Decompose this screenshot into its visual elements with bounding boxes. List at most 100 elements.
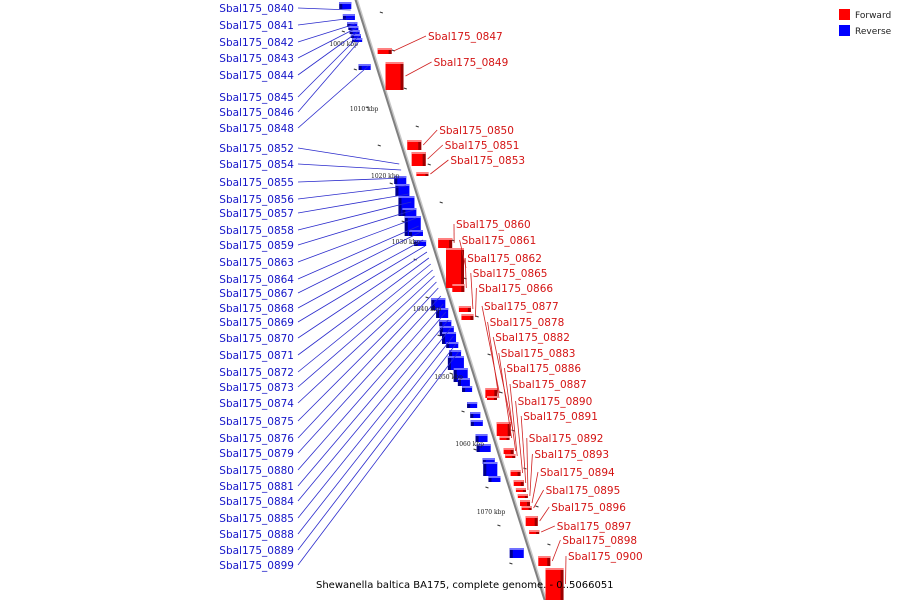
- reverse-gene-label[interactable]: Sbal175_0841: [219, 20, 294, 32]
- reverse-gene-label[interactable]: Sbal175_0868: [219, 303, 294, 315]
- reverse-gene-feature[interactable]: [482, 458, 495, 464]
- forward-gene-label[interactable]: Sbal175_0860: [456, 219, 531, 231]
- reverse-gene-feature[interactable]: [394, 176, 407, 184]
- reverse-gene-feature[interactable]: [488, 476, 501, 482]
- reverse-gene-label[interactable]: Sbal175_0876: [219, 433, 294, 445]
- forward-gene-feature[interactable]: [521, 506, 532, 510]
- forward-gene-label[interactable]: Sbal175_0882: [495, 332, 570, 344]
- reverse-gene-label[interactable]: Sbal175_0844: [219, 70, 294, 82]
- reverse-gene-label[interactable]: Sbal175_0840: [219, 3, 294, 15]
- forward-gene-label[interactable]: Sbal175_0862: [467, 253, 542, 265]
- forward-gene-feature[interactable]: [505, 454, 516, 458]
- reverse-gene-label[interactable]: Sbal175_0880: [219, 465, 294, 477]
- reverse-gene-feature[interactable]: [509, 548, 524, 558]
- reverse-gene-label[interactable]: Sbal175_0855: [219, 177, 294, 189]
- reverse-gene-feature[interactable]: [414, 240, 427, 246]
- forward-gene-label[interactable]: Sbal175_0897: [557, 521, 632, 533]
- reverse-gene-feature[interactable]: [402, 208, 417, 216]
- forward-gene-label[interactable]: Sbal175_0866: [478, 283, 553, 295]
- forward-gene-feature[interactable]: [525, 516, 538, 526]
- reverse-gene-feature[interactable]: [436, 308, 449, 318]
- reverse-gene-feature[interactable]: [439, 320, 452, 326]
- reverse-gene-label[interactable]: Sbal175_0869: [219, 317, 294, 329]
- reverse-gene-feature[interactable]: [348, 26, 359, 30]
- reverse-gene-label[interactable]: Sbal175_0857: [219, 208, 294, 220]
- reverse-gene-feature[interactable]: [447, 356, 464, 370]
- reverse-gene-label[interactable]: Sbal175_0888: [219, 529, 294, 541]
- forward-gene-label[interactable]: Sbal175_0887: [512, 379, 587, 391]
- reverse-gene-feature[interactable]: [467, 402, 478, 408]
- reverse-gene-feature[interactable]: [339, 2, 352, 9]
- reverse-gene-feature[interactable]: [352, 38, 363, 42]
- forward-gene-feature[interactable]: [416, 172, 429, 176]
- forward-gene-feature[interactable]: [385, 62, 404, 90]
- reverse-gene-label[interactable]: Sbal175_0848: [219, 123, 294, 135]
- forward-gene-feature[interactable]: [458, 306, 471, 312]
- reverse-gene-feature[interactable]: [446, 342, 459, 348]
- reverse-gene-label[interactable]: Sbal175_0843: [219, 53, 294, 65]
- forward-gene-label[interactable]: Sbal175_0892: [529, 433, 604, 445]
- reverse-gene-label[interactable]: Sbal175_0867: [219, 288, 294, 300]
- reverse-gene-feature[interactable]: [349, 30, 360, 34]
- reverse-gene-label[interactable]: Sbal175_0884: [219, 496, 294, 508]
- reverse-gene-feature[interactable]: [449, 350, 462, 358]
- reverse-gene-label[interactable]: Sbal175_0863: [219, 257, 294, 269]
- forward-gene-feature[interactable]: [486, 396, 497, 400]
- reverse-gene-feature[interactable]: [457, 378, 470, 386]
- forward-gene-feature[interactable]: [461, 314, 474, 320]
- forward-gene-feature[interactable]: [529, 530, 540, 534]
- reverse-gene-label[interactable]: Sbal175_0870: [219, 333, 294, 345]
- forward-gene-label[interactable]: Sbal175_0850: [439, 125, 514, 137]
- forward-gene-feature[interactable]: [407, 140, 422, 150]
- forward-gene-feature[interactable]: [499, 436, 510, 440]
- forward-gene-feature[interactable]: [520, 500, 531, 506]
- forward-gene-label[interactable]: Sbal175_0851: [445, 140, 520, 152]
- forward-gene-feature[interactable]: [545, 568, 564, 600]
- forward-gene-label[interactable]: Sbal175_0900: [568, 551, 643, 563]
- reverse-gene-feature[interactable]: [408, 230, 423, 236]
- reverse-gene-feature[interactable]: [358, 64, 371, 70]
- reverse-gene-label[interactable]: Sbal175_0899: [219, 560, 294, 572]
- forward-gene-feature[interactable]: [510, 470, 521, 476]
- forward-gene-feature[interactable]: [445, 248, 464, 288]
- forward-gene-label[interactable]: Sbal175_0886: [506, 363, 581, 375]
- reverse-gene-feature[interactable]: [462, 386, 473, 392]
- reverse-gene-feature[interactable]: [439, 326, 454, 336]
- reverse-gene-label[interactable]: Sbal175_0859: [219, 240, 294, 252]
- forward-gene-label[interactable]: Sbal175_0847: [428, 31, 503, 43]
- forward-gene-feature[interactable]: [377, 48, 392, 54]
- reverse-gene-label[interactable]: Sbal175_0879: [219, 448, 294, 460]
- reverse-gene-label[interactable]: Sbal175_0885: [219, 513, 294, 525]
- forward-gene-feature[interactable]: [411, 152, 426, 166]
- reverse-gene-label[interactable]: Sbal175_0854: [219, 159, 294, 171]
- forward-gene-label[interactable]: Sbal175_0895: [546, 485, 621, 497]
- forward-gene-feature[interactable]: [485, 388, 498, 398]
- forward-gene-label[interactable]: Sbal175_0861: [462, 235, 537, 247]
- forward-gene-label[interactable]: Sbal175_0877: [484, 301, 559, 313]
- forward-gene-feature[interactable]: [503, 448, 514, 454]
- reverse-gene-label[interactable]: Sbal175_0875: [219, 416, 294, 428]
- forward-gene-feature[interactable]: [513, 480, 524, 486]
- forward-gene-feature[interactable]: [438, 238, 453, 248]
- forward-gene-label[interactable]: Sbal175_0898: [562, 535, 637, 547]
- reverse-gene-label[interactable]: Sbal175_0881: [219, 481, 294, 493]
- reverse-gene-feature[interactable]: [483, 462, 498, 476]
- forward-gene-label[interactable]: Sbal175_0849: [434, 57, 509, 69]
- reverse-gene-label[interactable]: Sbal175_0858: [219, 225, 294, 237]
- reverse-gene-label[interactable]: Sbal175_0842: [219, 37, 294, 49]
- forward-gene-label[interactable]: Sbal175_0883: [501, 348, 576, 360]
- reverse-gene-label[interactable]: Sbal175_0846: [219, 107, 294, 119]
- reverse-gene-label[interactable]: Sbal175_0856: [219, 194, 294, 206]
- reverse-gene-label[interactable]: Sbal175_0872: [219, 367, 294, 379]
- forward-gene-label[interactable]: Sbal175_0891: [523, 411, 598, 423]
- forward-gene-label[interactable]: Sbal175_0894: [540, 467, 615, 479]
- forward-gene-feature[interactable]: [496, 422, 511, 436]
- reverse-gene-label[interactable]: Sbal175_0852: [219, 143, 294, 155]
- forward-gene-label[interactable]: Sbal175_0890: [518, 396, 593, 408]
- reverse-gene-label[interactable]: Sbal175_0845: [219, 92, 294, 104]
- reverse-gene-label[interactable]: Sbal175_0864: [219, 274, 294, 286]
- reverse-gene-feature[interactable]: [342, 14, 355, 20]
- forward-gene-label[interactable]: Sbal175_0893: [534, 449, 609, 461]
- forward-gene-feature[interactable]: [517, 494, 528, 498]
- forward-gene-label[interactable]: Sbal175_0865: [473, 268, 548, 280]
